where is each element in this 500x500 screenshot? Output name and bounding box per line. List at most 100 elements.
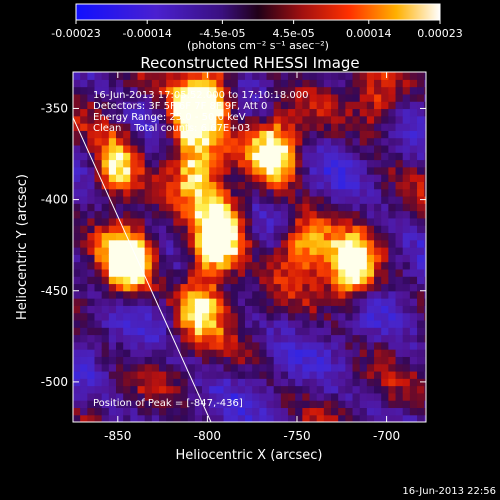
heatmap-cell [173, 86, 182, 95]
heatmap-cell [130, 166, 139, 175]
heatmap-cell [388, 123, 397, 131]
heatmap-cell [223, 181, 232, 190]
heatmap-cell [237, 283, 246, 292]
heatmap-cell [366, 414, 375, 422]
heatmap-cell [166, 254, 174, 263]
heatmap-cell [237, 86, 246, 95]
heatmap-cell [101, 305, 110, 314]
heatmap-cell [245, 298, 253, 306]
heatmap-cell [402, 378, 411, 387]
heatmap-cell [424, 283, 426, 292]
heatmap-cell [144, 225, 153, 234]
heatmap-cell [159, 414, 167, 422]
heatmap-cell [323, 101, 332, 110]
heatmap-cell [309, 378, 318, 387]
heatmap-cell [144, 144, 153, 153]
heatmap-cell [230, 254, 239, 263]
heatmap-cell [116, 400, 124, 409]
heatmap-cell [338, 400, 346, 409]
colorbar-tick-label: 0.00014 [346, 27, 392, 40]
heatmap-cell [381, 312, 389, 321]
heatmap-cell [409, 312, 418, 321]
heatmap-cell [302, 392, 311, 401]
heatmap-cell [101, 152, 110, 161]
heatmap-cell [194, 181, 203, 190]
heatmap-cell [395, 181, 404, 190]
heatmap-cell [187, 217, 196, 226]
heatmap-cell [173, 334, 182, 343]
heatmap-cell [223, 195, 232, 204]
heatmap-cell [151, 341, 160, 350]
heatmap-cell [108, 276, 117, 285]
heatmap-cell [87, 356, 96, 365]
heatmap-cell [295, 341, 303, 350]
heatmap-cell [417, 385, 425, 394]
heatmap-cell [80, 407, 88, 416]
heatmap-cell [323, 195, 332, 204]
heatmap-cell [80, 115, 88, 124]
heatmap-cell [395, 174, 404, 182]
heatmap-cell [173, 319, 182, 328]
heatmap-cell [395, 188, 404, 197]
heatmap-cell [381, 217, 389, 226]
heatmap-cell [352, 298, 361, 306]
heatmap-cell [194, 123, 203, 131]
heatmap-cell [309, 385, 318, 394]
heatmap-cell [395, 290, 404, 299]
heatmap-cell [402, 137, 411, 146]
heatmap-cell [388, 247, 397, 255]
heatmap-cell [87, 298, 96, 306]
heatmap-cell [159, 144, 167, 153]
heatmap-cell [402, 290, 411, 299]
heatmap-cell [173, 232, 182, 241]
heatmap-cell [352, 341, 361, 350]
heatmap-cell [316, 298, 325, 306]
heatmap-cell [130, 108, 139, 117]
heatmap-cell [266, 298, 275, 306]
heatmap-cell [374, 130, 382, 139]
heatmap-cell [323, 298, 332, 306]
heatmap-cell [417, 159, 425, 168]
heatmap-cell [237, 159, 246, 168]
heatmap-cell [295, 195, 303, 204]
heatmap-cell [417, 392, 425, 401]
heatmap-cell [209, 356, 217, 365]
heatmap-cell [116, 276, 124, 285]
heatmap-cell [223, 349, 232, 357]
heatmap-cell [331, 79, 339, 88]
heatmap-cell [338, 385, 346, 394]
heatmap-cell [259, 101, 268, 110]
heatmap-cell [123, 203, 131, 212]
heatmap-cell [288, 363, 296, 372]
heatmap-cell [230, 276, 239, 285]
heatmap-cell [280, 276, 289, 285]
heatmap-cell [309, 195, 318, 204]
heatmap-cell [94, 108, 103, 117]
heatmap-cell [417, 312, 425, 321]
heatmap-cell [352, 400, 361, 409]
heatmap-cell [288, 414, 296, 422]
heatmap-cell [345, 123, 354, 131]
heatmap-cell [223, 385, 232, 394]
heatmap-cell [273, 319, 282, 328]
heatmap-cell [273, 72, 282, 80]
heatmap-cell [359, 341, 368, 350]
heatmap-cell [245, 79, 253, 88]
heatmap-cell [202, 378, 210, 387]
heatmap-cell [166, 268, 174, 277]
heatmap-cell [323, 93, 332, 102]
heatmap-cell [223, 312, 232, 321]
heatmap-cell [166, 144, 174, 153]
heatmap-cell [366, 247, 375, 255]
heatmap-cell [366, 86, 375, 95]
heatmap-cell [273, 341, 282, 350]
heatmap-cell [180, 327, 189, 336]
heatmap-cell [80, 385, 88, 394]
heatmap-cell [237, 232, 246, 241]
heatmap-cell [144, 188, 153, 197]
colorbar-gradient [75, 3, 441, 21]
heatmap-cell [302, 123, 311, 131]
heatmap-cell [295, 385, 303, 394]
heatmap-cell [223, 319, 232, 328]
heatmap-cell [366, 312, 375, 321]
